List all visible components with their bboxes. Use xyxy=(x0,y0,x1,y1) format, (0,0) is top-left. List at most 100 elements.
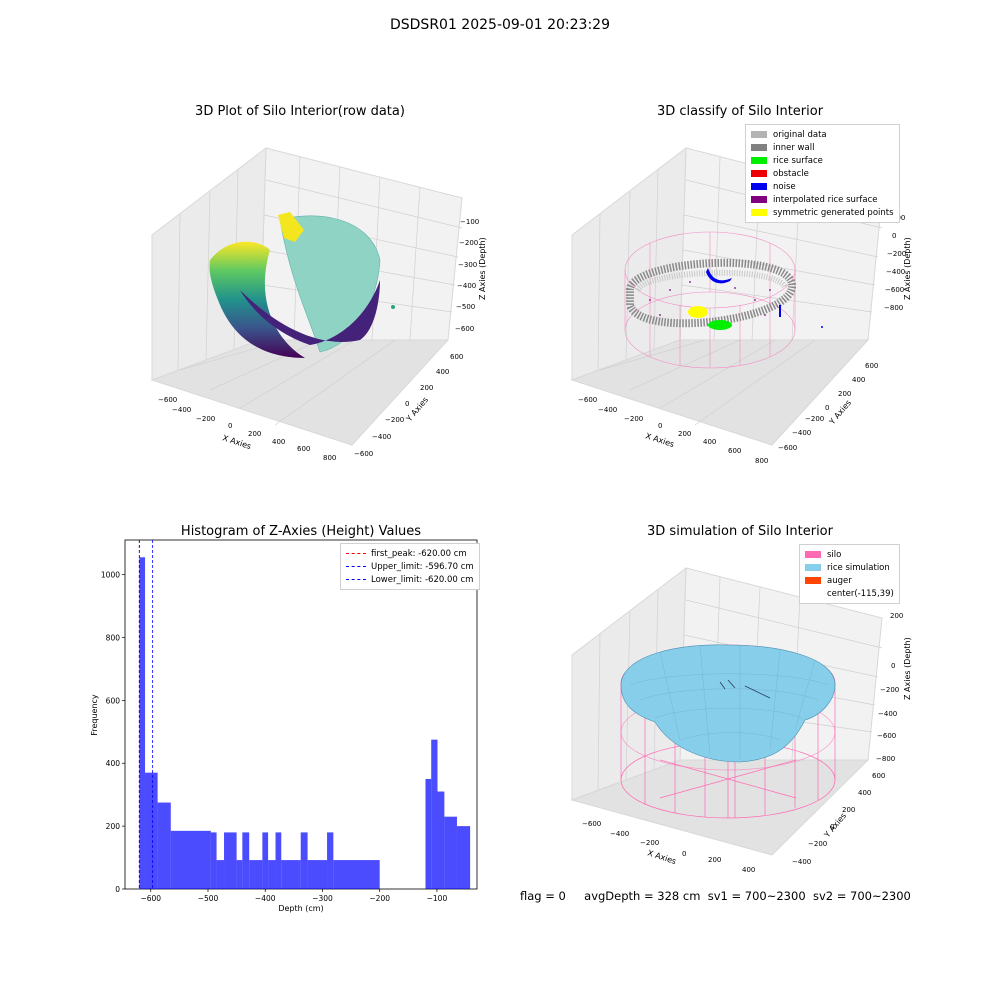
classify-ytick: −400 xyxy=(792,429,811,437)
raw-ztick: −300 xyxy=(458,261,477,269)
raw-ztick: −200 xyxy=(459,239,478,247)
histogram-ytick-label: 600 xyxy=(106,696,121,705)
classify-xtick: −400 xyxy=(598,406,617,414)
legend-swatch xyxy=(751,144,767,151)
figure-title: DSDSR01 2025-09-01 20:23:29 xyxy=(389,17,610,33)
sim-ytick: 0 xyxy=(830,823,834,831)
raw-outlier-point xyxy=(391,305,395,309)
classify-ytick: 200 xyxy=(838,390,851,398)
histogram-xtick-label: −300 xyxy=(312,894,333,903)
classify-ytick: 400 xyxy=(852,376,865,384)
classify-xtick: 800 xyxy=(755,457,768,465)
legend-label: symmetric generated points xyxy=(773,207,894,218)
raw-ytick: −200 xyxy=(385,416,404,424)
legend-label: Lower_limit: -620.00 cm xyxy=(371,574,474,585)
histogram-ytick-label: 1000 xyxy=(101,571,120,580)
classify-ytick: −600 xyxy=(778,444,797,452)
histogram-bar xyxy=(437,791,445,889)
histogram-yticks: 0 200 400 600 800 1000 xyxy=(101,571,125,894)
histogram-bar xyxy=(327,832,334,889)
flag-text: flag = 0 xyxy=(520,889,566,903)
histogram-bar xyxy=(216,860,225,889)
sim-zaxis-label: Z Axies (Depth) xyxy=(903,637,912,700)
classify-plot-title: 3D classify of Silo Interior xyxy=(656,104,824,119)
raw-plot-title: 3D Plot of Silo Interior(row data) xyxy=(195,104,405,119)
histogram-bar xyxy=(281,860,301,889)
classify-original-data xyxy=(635,269,788,292)
histogram-bar xyxy=(157,802,171,889)
classify-silo-wireframe xyxy=(624,231,796,369)
raw-ytick: −400 xyxy=(372,433,391,441)
sim-ytick: 600 xyxy=(872,772,885,780)
histogram-bar xyxy=(145,772,158,889)
classify-xtick: 0 xyxy=(658,422,662,430)
legend-swatch xyxy=(805,551,821,558)
classify-xtick: 600 xyxy=(728,447,741,455)
histogram-xtick-label: −500 xyxy=(198,894,219,903)
histogram-xtick-label: −400 xyxy=(255,894,276,903)
sim-ztick: −400 xyxy=(878,710,897,718)
sim-ztick: −200 xyxy=(880,686,899,694)
sim-ztick: 0 xyxy=(891,662,895,670)
raw-surface-yellow-wall xyxy=(278,212,304,242)
histogram-ytick-label: 200 xyxy=(106,822,121,831)
sim-ytick: 400 xyxy=(858,789,871,797)
histogram-chart: −600 −500 −400 −300 −200 −100 0 200 400 600 800 10… xyxy=(90,539,478,913)
legend-label: obstacle xyxy=(773,168,809,179)
legend-item-auger: auger xyxy=(805,574,894,587)
classify-ytick: −200 xyxy=(805,415,824,423)
legend-label: auger xyxy=(827,575,852,586)
classify-interpolated-dots xyxy=(649,281,771,316)
raw-3d-plot: −600 −400 −200 0 200 400 600 800 X Axies… xyxy=(150,146,487,462)
histogram-bar xyxy=(307,860,328,889)
legend-item-rice-surface: rice surface xyxy=(751,154,894,167)
legend-swatch xyxy=(805,564,821,571)
histogram-legend: first_peak: -620.00 cm Upper_limit: -596… xyxy=(340,543,480,590)
classify-ztick: −400 xyxy=(886,268,905,276)
legend-item-rice-simulation: rice simulation xyxy=(805,561,894,574)
legend-label: interpolated rice surface xyxy=(773,194,878,205)
sv2-text: sv2 = 700~2300 xyxy=(812,889,911,903)
legend-label: rice surface xyxy=(773,155,823,166)
legend-label: rice simulation xyxy=(827,562,890,573)
raw-ztick: −100 xyxy=(460,218,479,226)
classify-xtick: 200 xyxy=(678,430,691,438)
classify-pane-floor xyxy=(570,339,870,446)
legend-line xyxy=(346,579,366,580)
classify-inner-wall xyxy=(626,258,796,328)
raw-xtick: −400 xyxy=(172,406,191,414)
histogram-bar xyxy=(170,830,211,889)
sv1-text: sv1 = 700~2300 xyxy=(707,889,806,903)
legend-item-inner-wall: inner wall xyxy=(751,141,894,154)
classify-xaxis-label: X Axies xyxy=(644,431,675,449)
histogram-xlabel: Depth (cm) xyxy=(278,904,323,913)
sim-xaxis-label: X Axies xyxy=(646,848,677,866)
simulation-3d-plot: −600 −400 −200 0 200 400 X Axies 600 400… xyxy=(570,566,912,874)
raw-xtick: −200 xyxy=(196,415,215,423)
sim-xtick: 400 xyxy=(742,866,755,874)
legend-item-center: center(-115,39) xyxy=(805,587,894,600)
legend-item-original-data: original data xyxy=(751,128,894,141)
raw-xtick: 600 xyxy=(297,445,310,453)
histogram-bar xyxy=(300,832,308,889)
classify-legend: original data inner wall rice surface ob… xyxy=(745,124,900,223)
legend-item-upper-limit: Upper_limit: -596.70 cm xyxy=(346,560,474,573)
sim-ztick: 200 xyxy=(890,612,903,620)
histogram-bar xyxy=(425,778,432,889)
legend-item-silo: silo xyxy=(805,548,894,561)
histogram-bar xyxy=(262,832,269,889)
sim-xtick: −400 xyxy=(610,830,629,838)
raw-xtick: 200 xyxy=(248,430,261,438)
legend-label: silo xyxy=(827,549,842,560)
legend-swatch xyxy=(751,209,767,216)
legend-swatch xyxy=(751,170,767,177)
sim-ztick: −800 xyxy=(876,755,895,763)
histogram-bar xyxy=(236,860,243,889)
histogram-bar xyxy=(431,739,438,889)
raw-ztick: −400 xyxy=(457,282,476,290)
legend-item-lower-limit: Lower_limit: -620.00 cm xyxy=(346,573,474,586)
classify-yellow-points xyxy=(688,306,708,318)
legend-item-interpolated: interpolated rice surface xyxy=(751,193,894,206)
legend-label: first_peak: -620.00 cm xyxy=(371,548,467,559)
histogram-bar xyxy=(210,832,217,889)
